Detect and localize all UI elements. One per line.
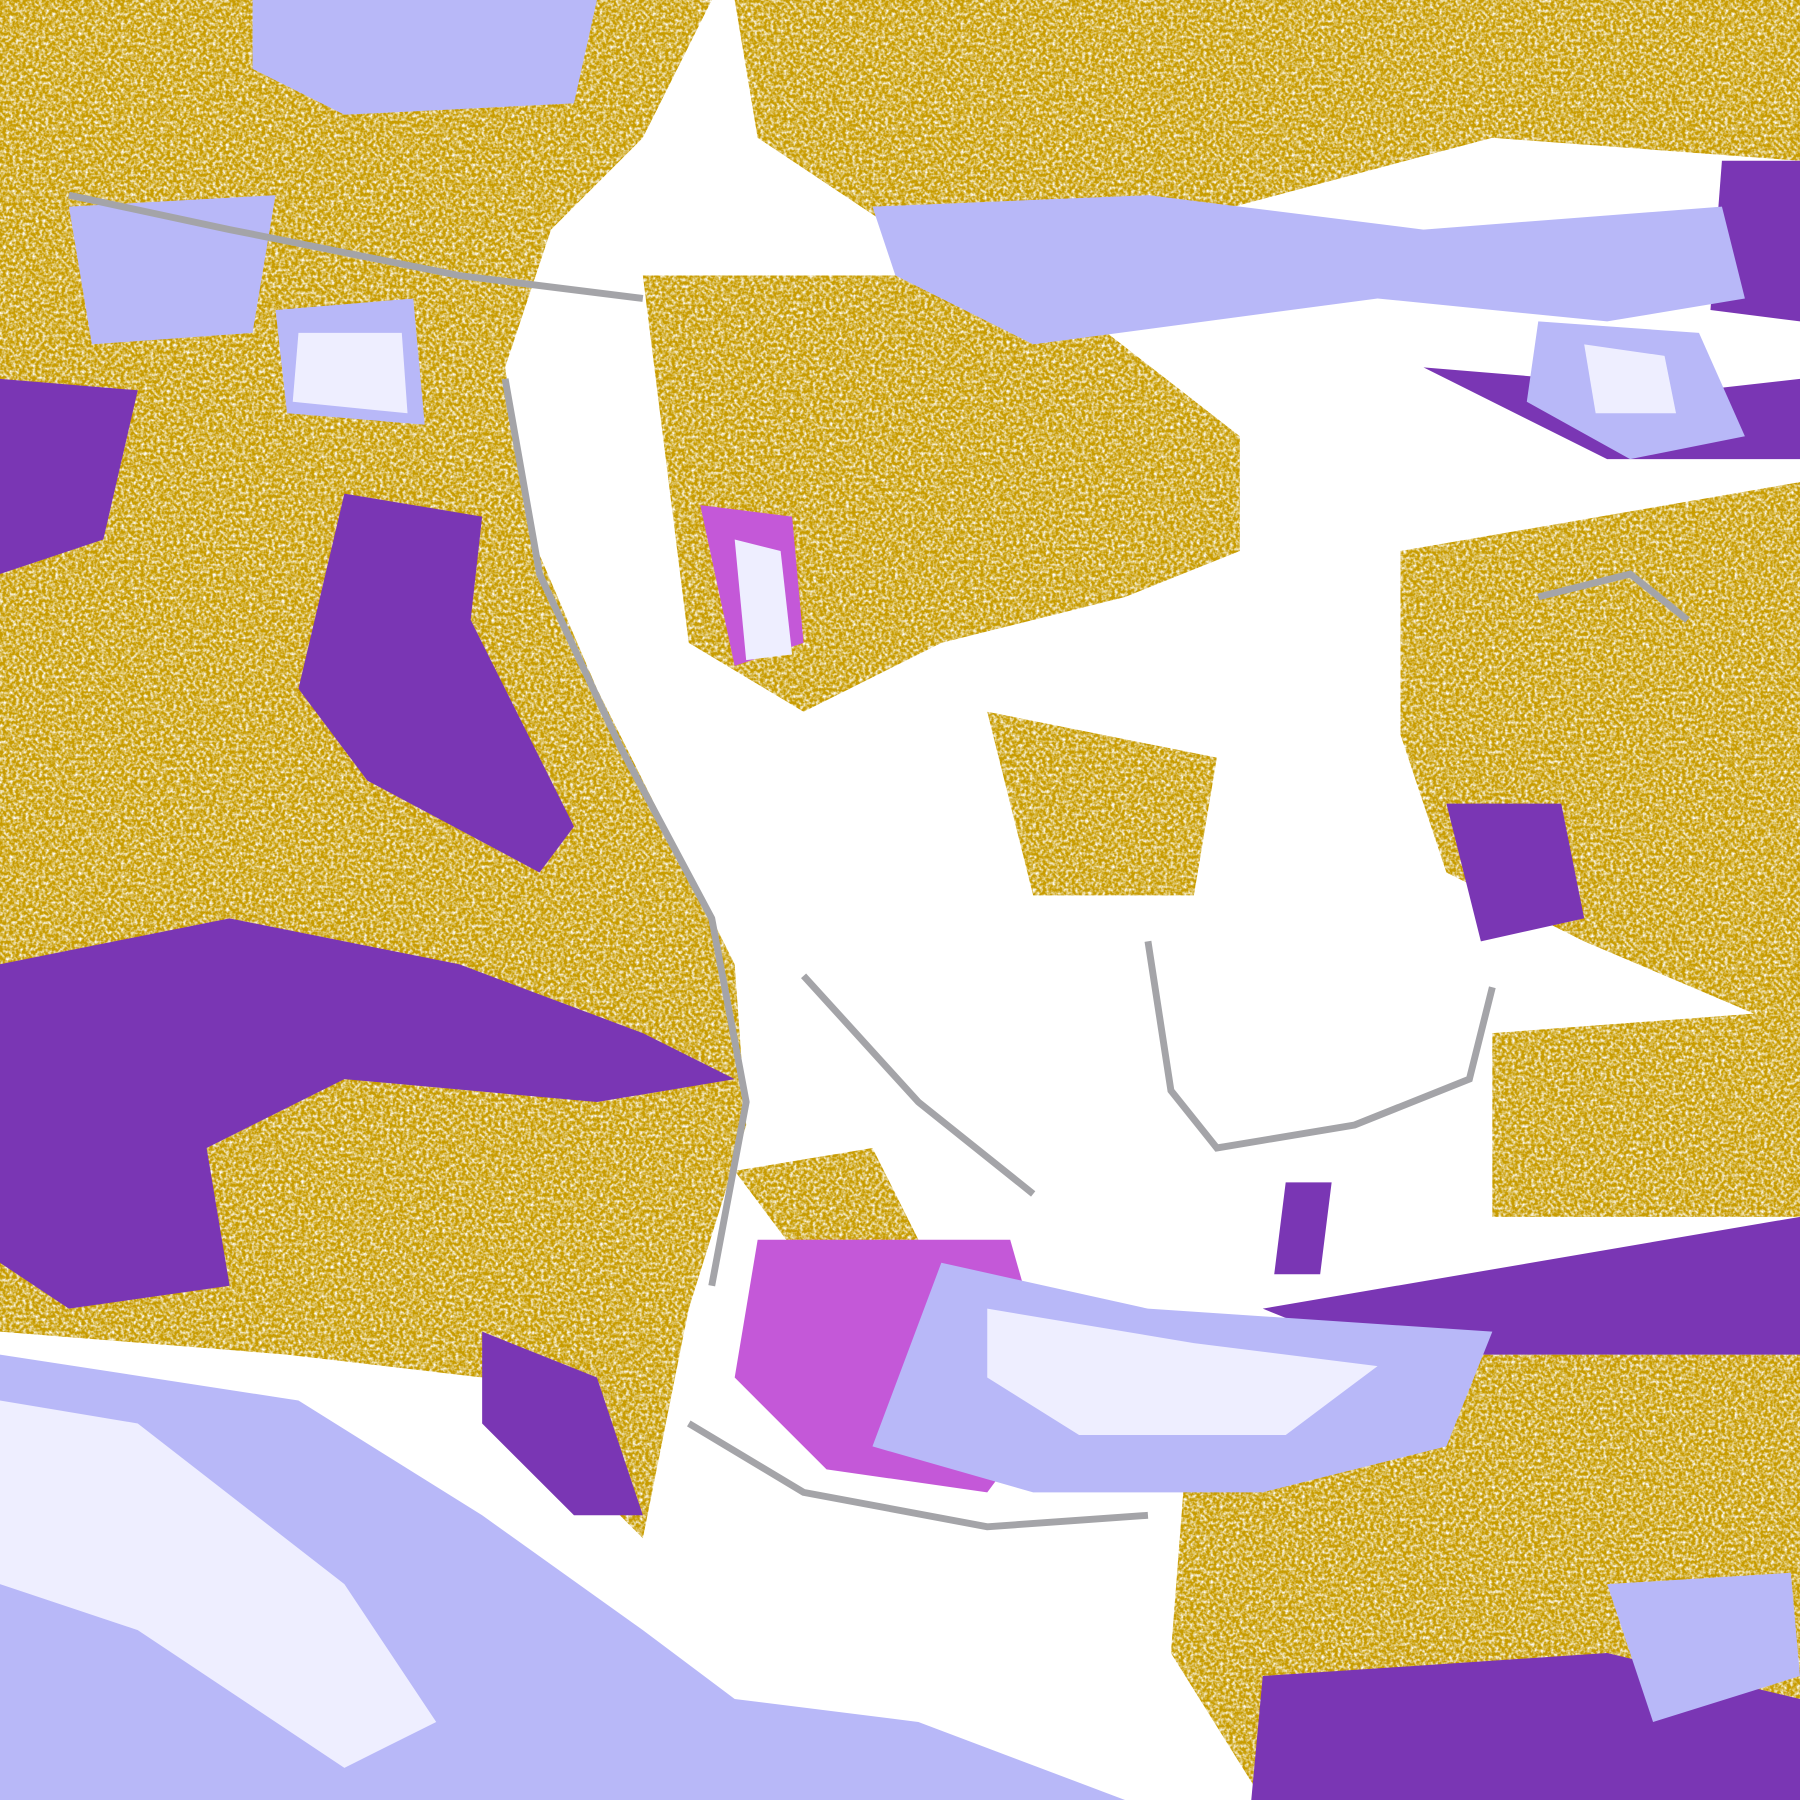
- gray-cloud-edge-layer: [68, 191, 1690, 1531]
- purple-cloud-layer: [0, 160, 1800, 1800]
- pale-cloud-layer: [0, 332, 1677, 1768]
